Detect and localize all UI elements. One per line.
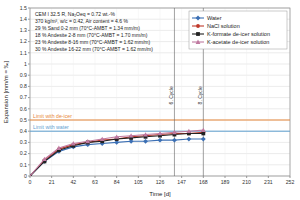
- x-tick-label: 252: [286, 179, 295, 185]
- point: [100, 137, 105, 141]
- legend-label: K-formate de-icer solution: [207, 31, 270, 37]
- y-tick-label: 1.2: [20, 38, 27, 44]
- point: [158, 131, 163, 135]
- note: 30 % Andesite 16-22 mm (70°C-AMBT = 1.62…: [35, 46, 153, 52]
- y-tick-label: 1.4: [20, 16, 27, 22]
- series-line: [30, 132, 203, 176]
- y-axis-label: Expansion [mm/m = ‰]: [3, 60, 9, 123]
- point: [186, 137, 191, 142]
- point: [143, 139, 148, 144]
- point: [30, 174, 32, 176]
- legend-marker: [196, 40, 201, 44]
- point: [201, 128, 206, 132]
- cycle-line: [174, 8, 175, 176]
- chart: 0 0.1 0.2 0.3 0.4 0.5 0.6 0.7 0.8 0.9 1 1.1 1.2 1.3 1.…: [0, 0, 300, 200]
- grid-line: [30, 120, 290, 121]
- legend-label: K-acetate de-icer solution: [207, 39, 269, 45]
- y-tick-label: 0.7: [20, 94, 27, 100]
- legend-label: Water: [207, 15, 222, 21]
- x-tick-label: 168: [199, 179, 208, 185]
- legend-marker: [196, 32, 200, 36]
- y-tick-label: 0.6: [20, 106, 27, 112]
- grid-line: [160, 8, 161, 176]
- series-line: [30, 133, 203, 176]
- y-tick-label: 0.5: [20, 117, 27, 123]
- y-tick-label: 0.4: [20, 128, 27, 134]
- grid-line: [181, 8, 182, 176]
- point: [172, 130, 177, 134]
- x-tick-label: 189: [221, 179, 230, 185]
- y-tick-label: 0.1: [20, 162, 27, 168]
- point: [201, 137, 206, 142]
- legend-box: [189, 11, 287, 49]
- x-tick-label: 105: [134, 179, 143, 185]
- x-tick-label: 147: [177, 179, 186, 185]
- x-tick-label: 0: [29, 179, 32, 185]
- x-tick-label: 63: [92, 179, 98, 185]
- y-tick-label: 1.5: [20, 5, 27, 11]
- y-tick-label: 0.8: [20, 83, 27, 89]
- limit-line: [30, 120, 290, 121]
- plot-frame: [30, 8, 290, 176]
- y-tick-label: 0.2: [20, 150, 27, 156]
- point: [71, 141, 76, 145]
- limit-label: Limit with de-icer: [33, 113, 72, 119]
- note: 370 kg/m³, w/c = 0.42, Air content = 4.6…: [35, 18, 128, 24]
- y-tick-label: 1.3: [20, 27, 27, 33]
- y-tick-label: 0: [24, 173, 27, 179]
- x-tick-label: 21: [49, 179, 55, 185]
- point: [158, 138, 163, 143]
- point: [201, 132, 205, 136]
- y-tick-label: 1.1: [20, 50, 27, 56]
- point: [186, 129, 191, 133]
- y-tick-label: 1: [24, 61, 27, 67]
- x-tick-label: 42: [70, 179, 76, 185]
- point: [129, 133, 134, 137]
- note: 23 % Andesite 8-16 mm (70°C-AMBT = 1.62 …: [35, 39, 150, 45]
- x-tick-label: 84: [114, 179, 120, 185]
- x-tick-label: 210: [242, 179, 251, 185]
- plot-area: [30, 8, 290, 176]
- x-axis-label: Time [d]: [149, 191, 171, 197]
- legend-marker: [196, 24, 200, 28]
- legend-marker: [196, 16, 201, 21]
- point: [56, 146, 61, 150]
- note: 29 % Sand 0-2 mm (70°C-AMBT = 1.34 mm/m): [35, 25, 140, 31]
- note: CEM I 32.5 R, Na₂Oeq = 0.72 wt.-%: [35, 11, 115, 17]
- point: [85, 139, 90, 143]
- y-tick-label: 0.9: [20, 72, 27, 78]
- point: [42, 157, 47, 161]
- point: [114, 134, 119, 138]
- y-tick-label: 0.3: [20, 139, 27, 145]
- series-line: [30, 130, 203, 176]
- x-tick-label: 126: [156, 179, 165, 185]
- point: [172, 138, 177, 143]
- series-line: [30, 139, 203, 176]
- point: [143, 132, 148, 136]
- legend-label: NaCl solution: [207, 23, 240, 29]
- x-tick-label: 231: [264, 179, 273, 185]
- cycle-label: 6. Cycle: [168, 86, 174, 104]
- cycle-label: 8. Cycle: [197, 86, 203, 104]
- legend: Water NaCl solution K-formate de-icer solu…: [189, 11, 287, 49]
- limit-label: Limit with water: [33, 124, 69, 130]
- note: 18 % Andesite 2-8 mm (70°C-AMBT = 1.70 m…: [35, 32, 148, 38]
